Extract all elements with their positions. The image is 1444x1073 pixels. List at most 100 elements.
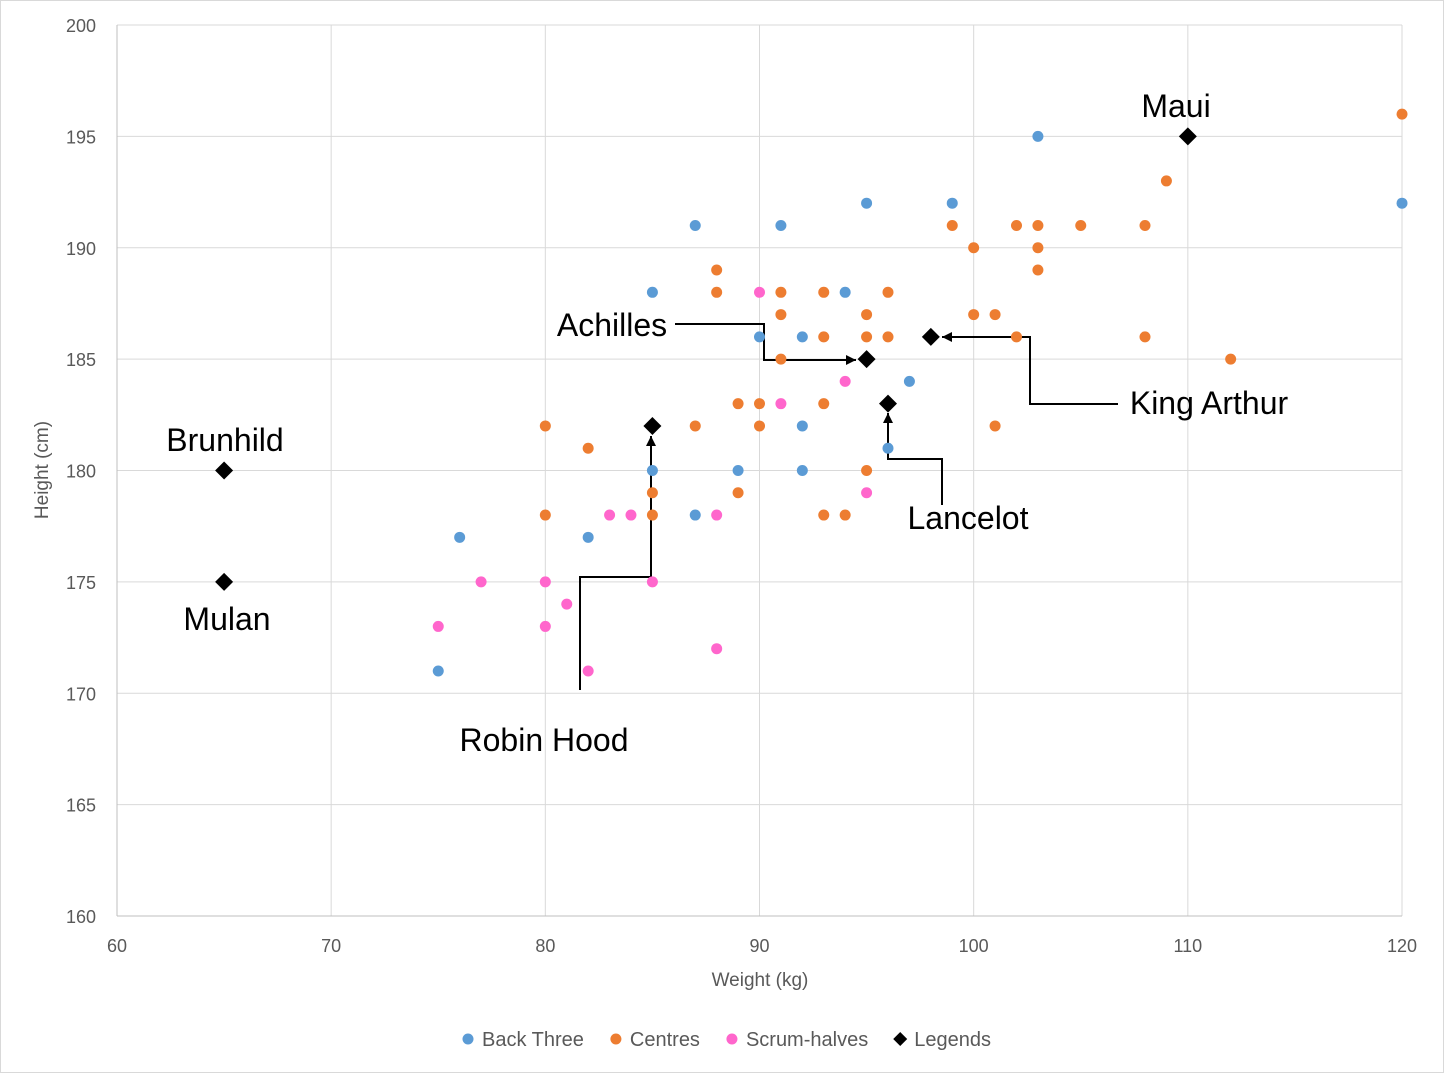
legends-point bbox=[857, 350, 876, 369]
back-three-point bbox=[732, 465, 744, 476]
centres-point bbox=[989, 420, 1001, 432]
x-tick-label: 110 bbox=[1173, 936, 1202, 956]
y-tick-label: 185 bbox=[66, 350, 96, 370]
y-axis-title: Height (cm) bbox=[32, 421, 53, 519]
x-tick-label: 120 bbox=[1387, 936, 1417, 956]
legends-point bbox=[215, 572, 234, 591]
data-points bbox=[215, 108, 1408, 677]
legend: Back Three Centres Scrum-halves Legends bbox=[462, 1029, 991, 1051]
legends-point bbox=[1178, 127, 1197, 146]
connector-achilles bbox=[675, 323, 856, 361]
centres-point bbox=[839, 509, 851, 521]
centres-point bbox=[861, 309, 873, 321]
centres-point bbox=[1160, 175, 1172, 187]
annotation-label-mulan: Mulan bbox=[183, 601, 270, 637]
y-tick-label: 195 bbox=[66, 127, 96, 147]
back-three-point bbox=[796, 420, 808, 432]
x-axis-title: Weight (kg) bbox=[712, 970, 809, 991]
y-tick-label: 190 bbox=[66, 239, 96, 259]
centres-point bbox=[1225, 353, 1237, 365]
x-tick-label: 100 bbox=[959, 936, 989, 956]
centres-point bbox=[861, 331, 873, 343]
centres-point bbox=[818, 286, 830, 298]
x-tick-label: 90 bbox=[749, 936, 769, 956]
centres-point bbox=[711, 264, 723, 276]
centres-point bbox=[1011, 219, 1022, 231]
scrum-halves-point bbox=[539, 576, 551, 588]
annotation-label-robin-hood: Robin Hood bbox=[460, 722, 629, 758]
centres-point bbox=[1032, 264, 1044, 276]
connector-arrowhead bbox=[646, 436, 656, 446]
centres-point bbox=[754, 398, 765, 410]
back-three-point bbox=[646, 465, 658, 476]
back-three-point bbox=[689, 219, 701, 231]
scrum-halves-point bbox=[861, 487, 873, 499]
centres-point bbox=[1011, 331, 1022, 343]
legend-marker-centres bbox=[610, 1033, 622, 1045]
back-three-point bbox=[903, 375, 915, 387]
centres-point bbox=[882, 286, 894, 298]
scrum-halves-point bbox=[711, 643, 723, 655]
back-three-point bbox=[1396, 197, 1408, 209]
back-three-point bbox=[775, 219, 787, 231]
scrum-halves-point bbox=[539, 620, 551, 632]
legend-marker-scrum-halves bbox=[726, 1033, 738, 1045]
scrum-halves-point bbox=[711, 509, 723, 521]
back-three-point bbox=[754, 331, 765, 343]
centres-point bbox=[582, 442, 594, 454]
legend-label-scrum-halves: Scrum-halves bbox=[746, 1029, 868, 1051]
scrum-halves-point bbox=[604, 509, 616, 521]
annotation-label-brunhild: Brunhild bbox=[166, 422, 283, 458]
centres-point bbox=[1032, 219, 1044, 231]
axes: 60 70 80 90 100 110 120 160 165 170 175 180 185 190 19… bbox=[66, 16, 1417, 956]
centres-point bbox=[539, 420, 551, 432]
centres-point bbox=[1396, 108, 1408, 120]
annotation-label-lancelot: Lancelot bbox=[908, 500, 1029, 536]
x-tick-label: 60 bbox=[107, 936, 127, 956]
legend-label-back-three: Back Three bbox=[482, 1029, 584, 1051]
connector-arrowhead bbox=[846, 355, 856, 365]
scrum-halves-point bbox=[646, 576, 658, 588]
back-three-point bbox=[432, 665, 444, 677]
y-tick-label: 200 bbox=[66, 16, 96, 36]
back-three-point bbox=[839, 286, 851, 298]
legends-point bbox=[879, 394, 897, 413]
back-three-point bbox=[689, 509, 701, 521]
back-three-point bbox=[454, 531, 466, 543]
axis-titles: Weight (kg) Height (cm) bbox=[32, 421, 808, 991]
scrum-halves-point bbox=[754, 286, 765, 298]
centres-point bbox=[861, 465, 873, 476]
scrum-halves-point bbox=[625, 509, 637, 521]
centres-point bbox=[818, 509, 830, 521]
x-tick-label: 70 bbox=[321, 936, 341, 956]
annotation-label-king-arthur: King Arthur bbox=[1130, 385, 1289, 421]
y-tick-label: 170 bbox=[66, 684, 96, 704]
legends-point bbox=[215, 461, 234, 480]
centres-point bbox=[646, 487, 658, 499]
y-tick-label: 175 bbox=[66, 573, 96, 593]
back-three-point bbox=[1032, 130, 1044, 142]
centres-point bbox=[754, 420, 765, 432]
centres-point bbox=[882, 331, 894, 343]
connector-arrowhead bbox=[942, 332, 952, 342]
centres-point bbox=[818, 331, 830, 343]
centres-point bbox=[775, 353, 787, 365]
scrum-halves-point bbox=[775, 398, 787, 410]
back-three-point bbox=[582, 531, 594, 543]
centres-point bbox=[646, 509, 658, 521]
grid-lines bbox=[116, 24, 1403, 917]
back-three-point bbox=[646, 286, 658, 298]
back-three-point bbox=[796, 331, 808, 343]
back-three-point bbox=[796, 465, 808, 476]
centres-point bbox=[732, 398, 744, 410]
back-three-point bbox=[882, 442, 894, 454]
scrum-halves-point bbox=[839, 375, 851, 387]
centres-point bbox=[1139, 219, 1151, 231]
scrum-halves-point bbox=[475, 576, 487, 588]
centres-point bbox=[539, 509, 551, 521]
back-three-point bbox=[861, 197, 873, 209]
y-tick-label: 165 bbox=[66, 796, 96, 816]
